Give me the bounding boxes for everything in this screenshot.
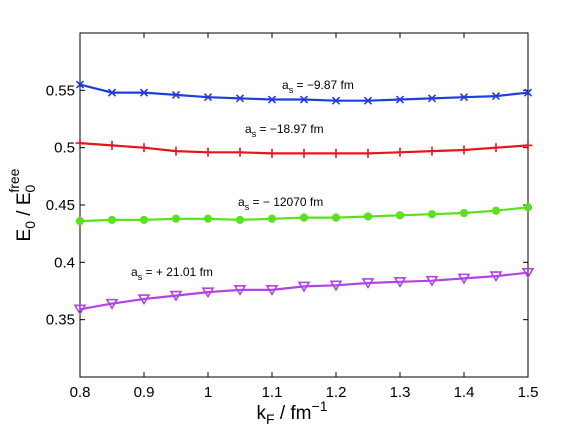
series-1 [75,80,533,105]
series-annotation: as = − 12070 fm [238,195,323,212]
data-point [459,93,469,102]
data-point [233,285,247,296]
data-point [267,214,277,223]
data-point [235,215,245,225]
data-point [427,210,437,219]
data-point [107,140,117,150]
y-tick-label: 0.5 [54,140,75,157]
data-point [267,95,277,104]
x-tick-label: 0.9 [134,384,155,401]
data-point [299,213,309,222]
data-point [75,80,85,89]
y-axis-ticks: 0.35 0.4 0.45 0.5 0.55 [46,82,528,329]
data-point [331,96,341,105]
data-point [201,287,215,299]
data-point [331,213,341,222]
series-annotations: as = −9.87 fm as = −18.97 fm as = − 12070 … [131,78,354,282]
data-point [169,290,183,302]
data-point [267,148,277,158]
data-point [171,214,181,223]
series-layer [73,80,535,316]
data-point [395,147,405,157]
data-point [203,93,213,102]
series-2 [75,138,533,158]
data-point [203,214,213,223]
data-point [393,277,407,288]
data-point [491,92,501,101]
data-point [363,148,373,158]
data-point [235,94,245,103]
data-point [265,285,279,296]
data-point [107,215,117,225]
y-axis-label: E0 / E0free [6,168,38,241]
data-point [395,95,405,104]
data-point [427,94,437,103]
data-point [521,267,535,279]
series-4 [73,267,535,316]
data-point [491,143,501,153]
y-tick-label: 0.4 [54,254,75,271]
x-tick-label: 1.3 [390,384,411,401]
data-point [491,206,501,215]
data-point [427,146,437,156]
x-tick-label: 0.8 [70,384,91,401]
y-tick-label: 0.55 [46,82,75,99]
data-point [489,271,503,283]
data-point [361,278,375,290]
data-point [139,88,149,97]
data-point [459,145,469,155]
x-tick-label: 1.2 [326,384,347,401]
y-tick-label: 0.35 [46,312,75,329]
data-point [523,88,533,97]
data-point [523,140,533,150]
x-tick-label: 1 [204,384,212,401]
data-point [171,90,181,99]
data-point [171,146,181,156]
series-annotation: as = −9.87 fm [282,78,354,95]
data-point [73,304,87,316]
series-annotation: as = + 21.01 fm [131,265,213,282]
data-point [523,203,533,212]
x-tick-label: 1.5 [518,384,539,401]
x-tick-label: 1.1 [262,384,283,401]
data-point [137,294,151,306]
data-point [395,211,405,220]
y-tick-label: 0.45 [46,197,75,214]
data-point [459,208,469,218]
data-point [107,88,117,97]
series-annotation: as = −18.97 fm [245,122,324,139]
series-3 [75,203,533,226]
data-point [105,298,119,310]
series-line [79,271,529,311]
data-point [425,275,439,287]
data-point [299,148,309,158]
data-point [297,281,311,293]
data-point [235,147,245,157]
data-point [75,216,85,226]
data-point [139,215,149,225]
data-point [75,138,85,148]
data-point [363,212,373,221]
data-point [139,143,149,153]
x-tick-label: 1.4 [454,384,475,401]
data-point [363,96,373,105]
x-axis-ticks: 0.8 0.9 1 1.1 1.2 1.3 1.4 1.5 [70,33,539,401]
data-point [457,273,471,285]
data-point [203,147,213,157]
data-point [331,148,341,158]
x-axis-label: kF / fm−1 [257,398,328,427]
data-point [329,280,343,292]
data-point [299,95,309,104]
